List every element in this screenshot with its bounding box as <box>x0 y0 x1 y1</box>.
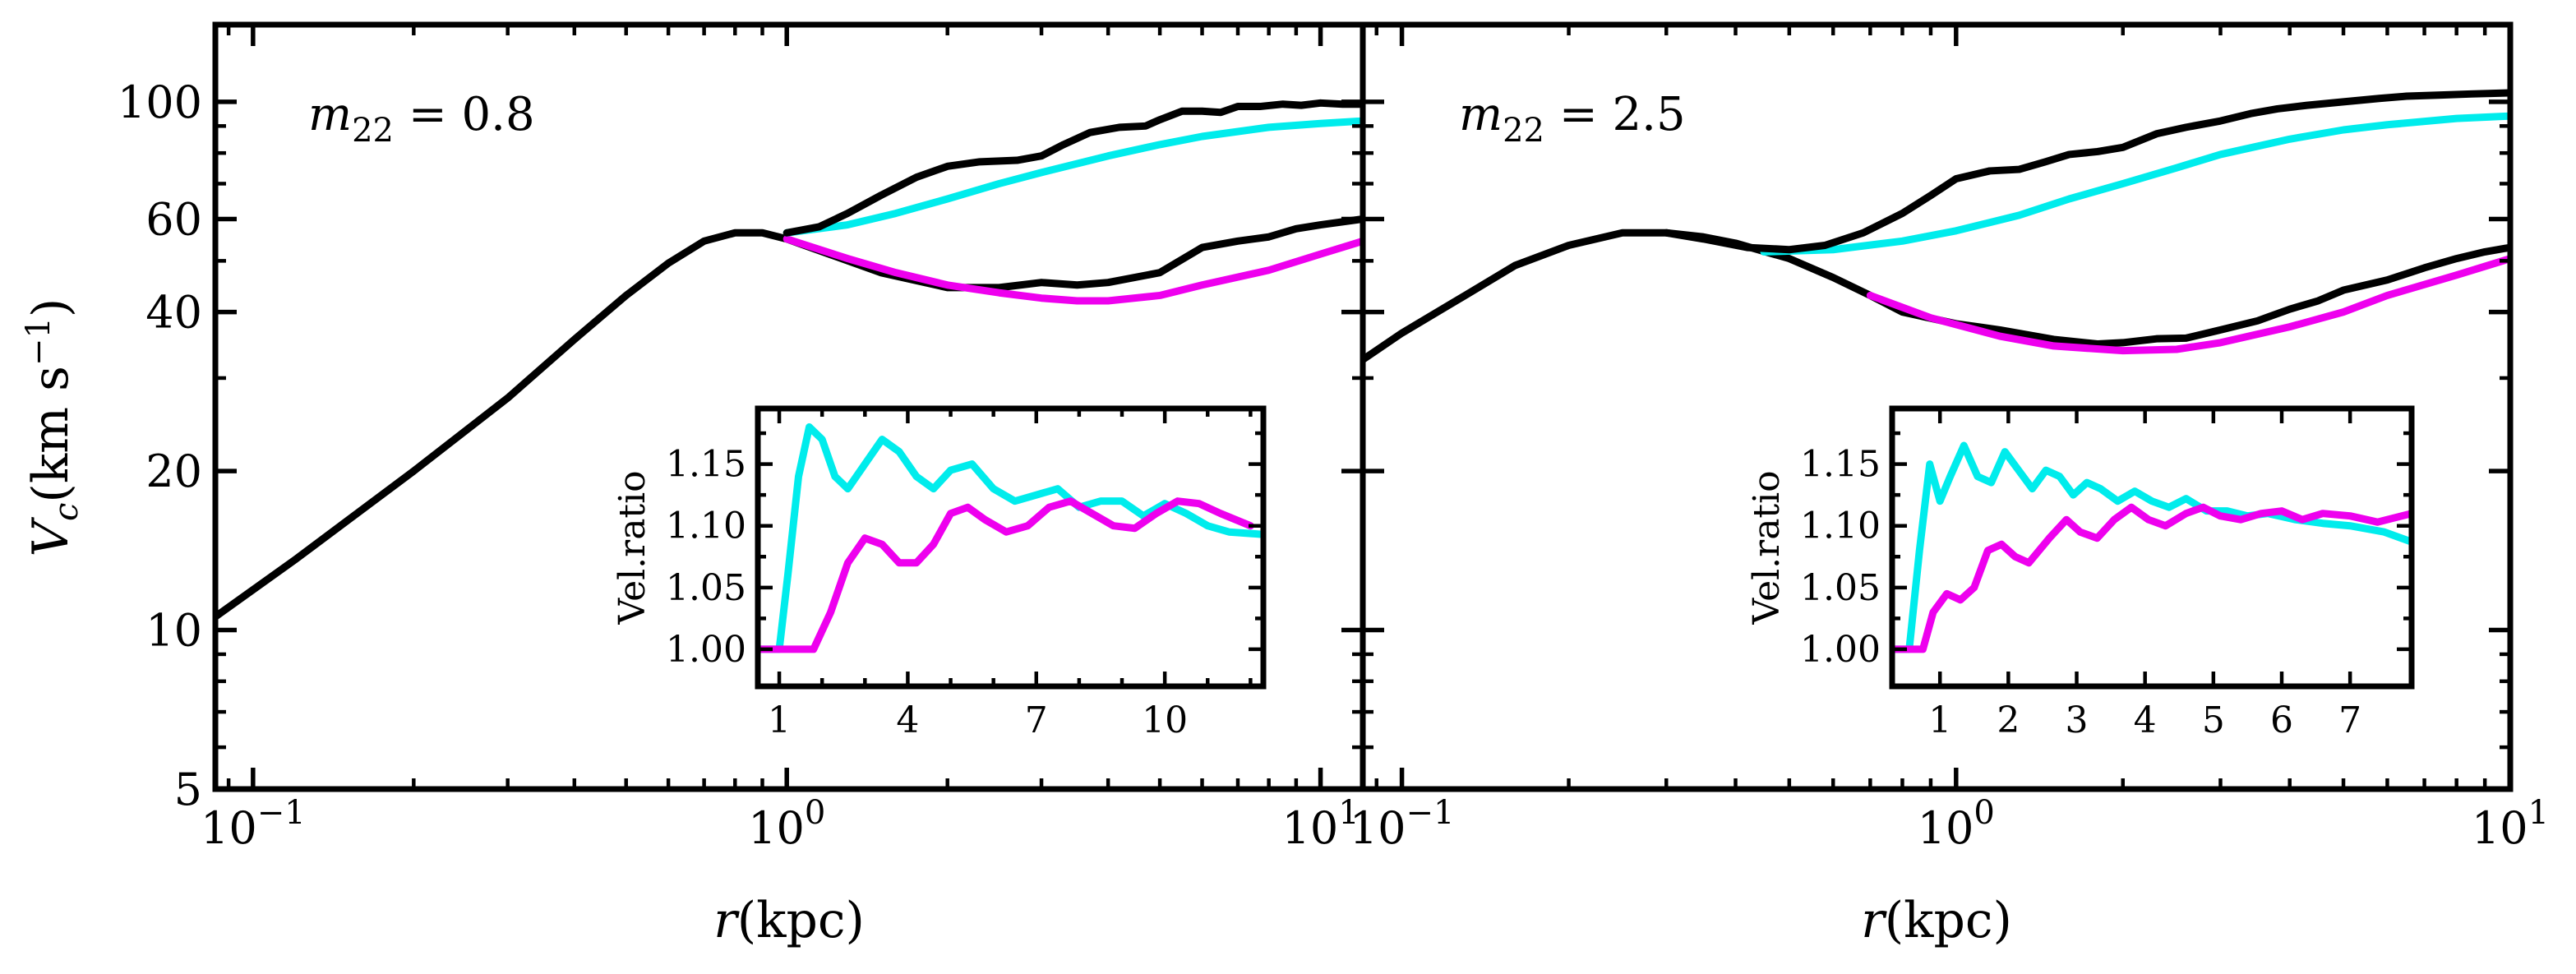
y-axis-label: Vc(km s−1) <box>20 298 85 557</box>
left-x-tick-label: 100 <box>748 794 825 854</box>
right-x-tick-label-base: 10 <box>2472 802 2528 854</box>
left-y-tick-label: 60 <box>145 193 202 245</box>
right-inset-series-magenta <box>1892 503 2412 653</box>
left-y-tick-label: 40 <box>145 287 202 339</box>
right-x-tick-label-exp: −1 <box>1406 794 1454 832</box>
left-x-tick-label: 10−1 <box>201 794 306 854</box>
right-x-tick-label: 10−1 <box>1350 794 1455 854</box>
left-series-magenta <box>782 235 1363 305</box>
right-inset-x-tick-label: 3 <box>2066 699 2089 741</box>
left-inset-series-cyan <box>758 423 1263 653</box>
right-x-tick-label: 101 <box>2472 794 2549 854</box>
left-inset-y-tick-label: 1.10 <box>666 505 746 547</box>
right-inset-frame <box>1889 405 2415 690</box>
left-x-tick-label-exp: −1 <box>257 794 306 832</box>
right-x-axis-label: r(kpc) <box>1861 892 2012 949</box>
right-inset-x-tick-label: 6 <box>2270 699 2293 741</box>
left-annotation: m22 = 0.8 <box>308 88 535 150</box>
left-series-group <box>215 99 1363 621</box>
right-series-group <box>1363 89 2510 364</box>
left-x-tick-label: 101 <box>1281 794 1359 854</box>
left-x-tick-label-exp: 1 <box>1338 794 1359 832</box>
left-y-tick-label: 20 <box>145 445 202 497</box>
left-series-cyan <box>782 117 1363 237</box>
left-inset-y-tick-label: 1.05 <box>666 567 746 609</box>
right-inset-ticks: 1 2 3 4 5 6 7 1.00 1.05 1.10 1.15 <box>1800 409 2412 741</box>
right-inset-y-label: Vel.ratio <box>1746 470 1788 625</box>
right-inset-x-tick-label: 5 <box>2202 699 2225 741</box>
left-y-tick-label: 5 <box>174 764 202 815</box>
right-inset-y-tick-label: 1.15 <box>1800 444 1881 486</box>
right-series-magenta <box>1866 255 2510 355</box>
left-series-black-lower <box>215 215 1363 621</box>
left-inset-frame <box>755 405 1267 690</box>
left-curves <box>215 99 1363 621</box>
right-inset-x-tick-label: 2 <box>1997 699 2020 741</box>
right-series-black-lower <box>1363 228 2510 364</box>
left-inset-y-tick-label: 1.00 <box>666 629 746 671</box>
right-inset-background <box>1892 409 2412 686</box>
left-x-tick-label-base: 10 <box>748 802 805 854</box>
svg-text:Vc(km s−1): Vc(km s−1) <box>20 298 85 557</box>
left-inset-x-tick-label: 1 <box>768 699 791 741</box>
right-inset-x-tick-label: 7 <box>2338 699 2361 741</box>
left-x-tick-label-exp: 0 <box>805 794 825 832</box>
right-x-tick-label-exp: 1 <box>2528 794 2549 832</box>
left-inset-ticks: 1 4 7 10 1.00 1.05 1.10 1.15 <box>666 409 1263 741</box>
left-series-black-upper <box>782 99 1363 237</box>
right-x-tick-label-exp: 0 <box>1974 794 1994 832</box>
left-y-tick-label: 10 <box>145 605 202 657</box>
left-inset: 1 4 7 10 1.00 1.05 1.10 1.15 Vel.ratio <box>612 405 1267 741</box>
panel-right: 10−1 100 101 m22 = 2.5 1 2 3 4 5 6 71.001.051.10… <box>1350 21 2549 854</box>
left-inset-y-label: Vel.ratio <box>612 470 653 625</box>
right-plot-frame <box>1360 21 2514 792</box>
right-inset: 1 2 3 4 5 6 7 1.00 1.05 1.10 1.15 Vel.ratio <box>1746 405 2415 741</box>
right-series-black-upper <box>1662 89 2510 254</box>
left-inset-background <box>758 409 1263 686</box>
right-x-tick-label-base: 10 <box>1350 802 1406 854</box>
left-inset-y-tick-label: 1.15 <box>666 444 746 486</box>
left-inset-series-magenta <box>758 497 1254 653</box>
right-series-cyan <box>1760 112 2510 256</box>
right-inset-y-tick-label: 1.05 <box>1800 567 1881 609</box>
left-x-axis-label: r(kpc) <box>713 892 865 949</box>
right-x-tick-label-base: 10 <box>1918 802 1974 854</box>
right-inset-series-group <box>1892 441 2412 653</box>
left-inset-x-tick-label: 4 <box>896 699 919 741</box>
left-inset-x-tick-label: 7 <box>1025 699 1048 741</box>
left-inset-x-tick-label: 10 <box>1142 699 1188 741</box>
left-y-tick-label: 100 <box>118 76 202 128</box>
left-x-tick-label-base: 10 <box>1281 802 1338 854</box>
left-x-tick-label-base: 10 <box>201 802 257 854</box>
right-inset-y-tick-label: 1.10 <box>1800 505 1881 547</box>
right-inset-x-tick-label: 4 <box>2134 699 2157 741</box>
right-inset-x-tick-label: 1 <box>1928 699 1951 741</box>
right-x-tick-label: 100 <box>1918 794 1995 854</box>
right-curves <box>1363 89 2510 364</box>
right-annotation: m22 = 2.5 <box>1459 88 1686 150</box>
left-inset-series-group <box>758 423 1263 653</box>
right-inset-y-tick-label: 1.00 <box>1800 629 1881 671</box>
